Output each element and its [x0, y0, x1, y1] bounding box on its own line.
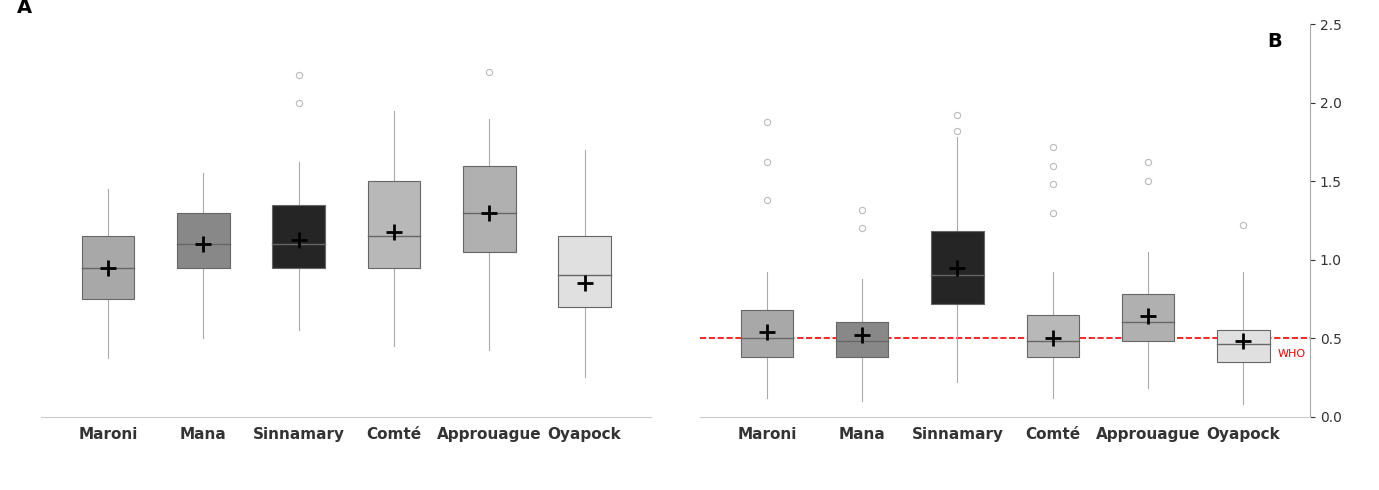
- Text: WHO: WHO: [1277, 349, 1306, 359]
- Bar: [368, 181, 421, 268]
- Text: B: B: [1267, 32, 1282, 51]
- Text: A: A: [17, 0, 32, 17]
- Bar: [1026, 315, 1078, 357]
- Bar: [1218, 330, 1270, 362]
- Bar: [558, 236, 611, 307]
- Bar: [273, 205, 325, 268]
- Bar: [81, 236, 134, 299]
- Bar: [177, 213, 229, 268]
- Bar: [463, 166, 516, 252]
- Bar: [931, 231, 983, 304]
- Bar: [741, 310, 793, 357]
- Bar: [1123, 294, 1175, 341]
- Bar: [836, 322, 888, 357]
